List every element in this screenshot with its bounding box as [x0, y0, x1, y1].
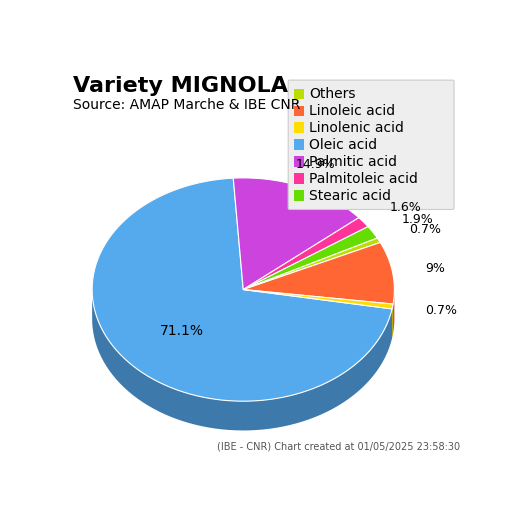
- Bar: [294, 106, 305, 116]
- Text: Source: AMAP Marche & IBE CNR: Source: AMAP Marche & IBE CNR: [73, 98, 300, 112]
- Polygon shape: [243, 227, 378, 290]
- Bar: [294, 122, 305, 133]
- Polygon shape: [392, 304, 393, 338]
- Bar: [294, 88, 305, 99]
- Polygon shape: [243, 290, 393, 309]
- Polygon shape: [393, 288, 394, 333]
- Text: Variety MIGNOLA: Variety MIGNOLA: [73, 76, 288, 96]
- Text: 0.7%: 0.7%: [425, 304, 458, 317]
- Polygon shape: [243, 242, 394, 304]
- Polygon shape: [243, 218, 368, 290]
- Polygon shape: [233, 178, 359, 290]
- Text: 14.9%: 14.9%: [296, 158, 335, 171]
- Text: 9%: 9%: [425, 263, 445, 276]
- Bar: [294, 190, 305, 201]
- Text: Palmitoleic acid: Palmitoleic acid: [309, 172, 418, 186]
- Text: Linolenic acid: Linolenic acid: [309, 121, 404, 135]
- Text: 1.9%: 1.9%: [401, 213, 433, 226]
- Text: Palmitic acid: Palmitic acid: [309, 155, 397, 168]
- Bar: [294, 173, 305, 184]
- Polygon shape: [92, 288, 392, 431]
- Text: 1.6%: 1.6%: [390, 201, 422, 214]
- Bar: [294, 157, 305, 167]
- Text: Oleic acid: Oleic acid: [309, 138, 377, 152]
- Text: (IBE - CNR) Chart created at 01/05/2025 23:58:30: (IBE - CNR) Chart created at 01/05/2025 …: [217, 441, 460, 451]
- Polygon shape: [243, 238, 380, 290]
- Text: 0.7%: 0.7%: [409, 223, 440, 236]
- Bar: [294, 139, 305, 150]
- Text: Stearic acid: Stearic acid: [309, 189, 391, 203]
- Text: 71.1%: 71.1%: [159, 323, 203, 337]
- Text: Others: Others: [309, 87, 356, 101]
- FancyBboxPatch shape: [288, 80, 454, 210]
- Polygon shape: [92, 178, 392, 401]
- Text: Linoleic acid: Linoleic acid: [309, 104, 395, 118]
